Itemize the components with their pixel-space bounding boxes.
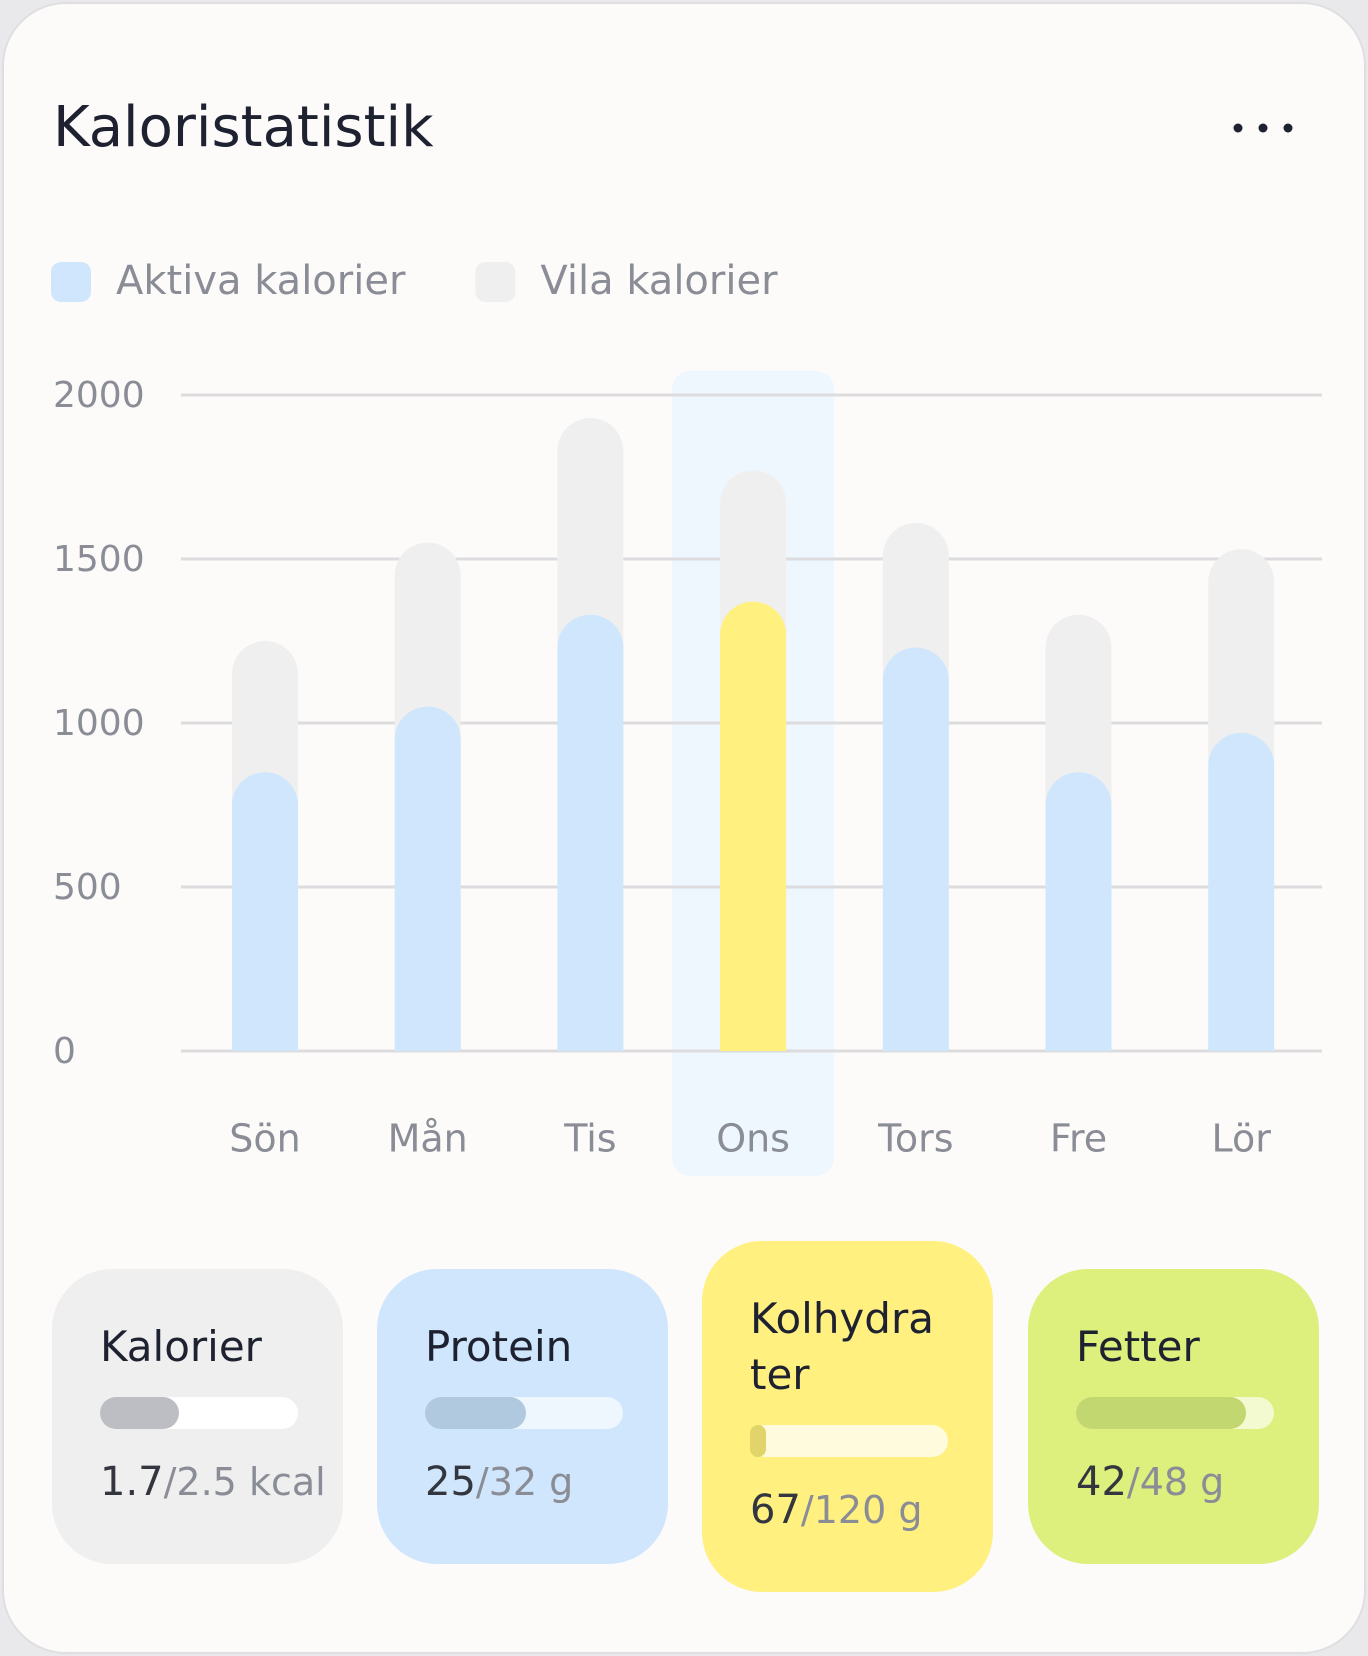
- macro-card: Kolhydrater 67/120 g: [702, 1241, 993, 1592]
- macro-card: Fetter 42/48 g: [1028, 1269, 1319, 1564]
- card-total: /32 g: [475, 1460, 574, 1504]
- progress-fill: [100, 1397, 180, 1429]
- legend-swatch: [475, 262, 516, 302]
- dot: [1283, 123, 1293, 133]
- x-tick-label: Fre: [1050, 1117, 1107, 1161]
- macro-card: Kalorier 1.7/2.5 kcal: [52, 1269, 343, 1564]
- x-tick-label: Sön: [229, 1117, 300, 1161]
- x-tick-label: Ons: [716, 1117, 790, 1161]
- x-tick-label: Tors: [877, 1117, 953, 1161]
- bar-segment: [394, 542, 461, 740]
- card-value: 1.7: [100, 1459, 164, 1505]
- card-title: Kolhydrater: [750, 1294, 934, 1399]
- bar-segment: [1208, 732, 1275, 1051]
- bar-segment: [1208, 549, 1275, 766]
- bar-segment: [232, 641, 298, 806]
- bar-segment: [557, 614, 624, 1051]
- bar-segment: [557, 417, 624, 648]
- card-total: /120 g: [800, 1488, 923, 1532]
- bar-segment: [232, 772, 298, 1051]
- legend-swatch: [51, 262, 91, 302]
- card-total: /48 g: [1126, 1460, 1225, 1504]
- bar-segment: [720, 601, 787, 1051]
- y-tick-label: 0: [53, 1031, 76, 1072]
- progress-fill: [1076, 1397, 1247, 1429]
- card-value: 25: [425, 1459, 476, 1505]
- y-tick-label: 1000: [53, 703, 145, 744]
- card-title: Fetter: [1076, 1322, 1200, 1371]
- progress-fill: [750, 1425, 766, 1457]
- card-values: 67/120 g: [750, 1487, 973, 1533]
- card-values: 1.7/2.5 kcal: [100, 1459, 326, 1505]
- progress-track: [750, 1425, 948, 1457]
- x-tick-label: Lör: [1212, 1117, 1272, 1161]
- bar-segment: [1045, 614, 1112, 806]
- bar-segment: [394, 706, 461, 1051]
- progress-track: [100, 1397, 298, 1429]
- y-tick-label: 1500: [53, 539, 145, 580]
- legend-label: Vila kalorier: [540, 258, 778, 304]
- title: Kaloristatistik: [53, 95, 434, 160]
- bar-segment: [720, 470, 787, 635]
- bar-segment: [882, 522, 949, 681]
- progress-track: [425, 1397, 623, 1429]
- card-values: 25/32 g: [425, 1459, 648, 1505]
- card-value: 67: [750, 1487, 801, 1533]
- x-tick-label: Mån: [388, 1117, 468, 1161]
- progress-track: [1076, 1397, 1274, 1429]
- y-tick-label: 2000: [53, 375, 145, 416]
- progress-fill: [425, 1397, 526, 1429]
- bar-segment: [1045, 772, 1112, 1051]
- dot: [1233, 123, 1243, 133]
- card-title: Protein: [425, 1322, 573, 1371]
- card-title: Kalorier: [100, 1322, 262, 1371]
- card-values: 42/48 g: [1076, 1459, 1299, 1505]
- dot: [1258, 123, 1268, 133]
- card-value: 42: [1076, 1459, 1127, 1505]
- macro-card: Protein 25/32 g: [377, 1269, 668, 1564]
- menu-button[interactable]: [1233, 123, 1293, 133]
- chart: Kaloristatistik Aktiva kalorier Vila kalo…: [51, 95, 1322, 1176]
- card-total: /2.5 kcal: [163, 1460, 326, 1504]
- legend-label: Aktiva kalorier: [116, 258, 406, 304]
- y-tick-label: 500: [53, 867, 122, 908]
- x-tick-label: Tis: [563, 1117, 616, 1161]
- bar-segment: [882, 647, 949, 1051]
